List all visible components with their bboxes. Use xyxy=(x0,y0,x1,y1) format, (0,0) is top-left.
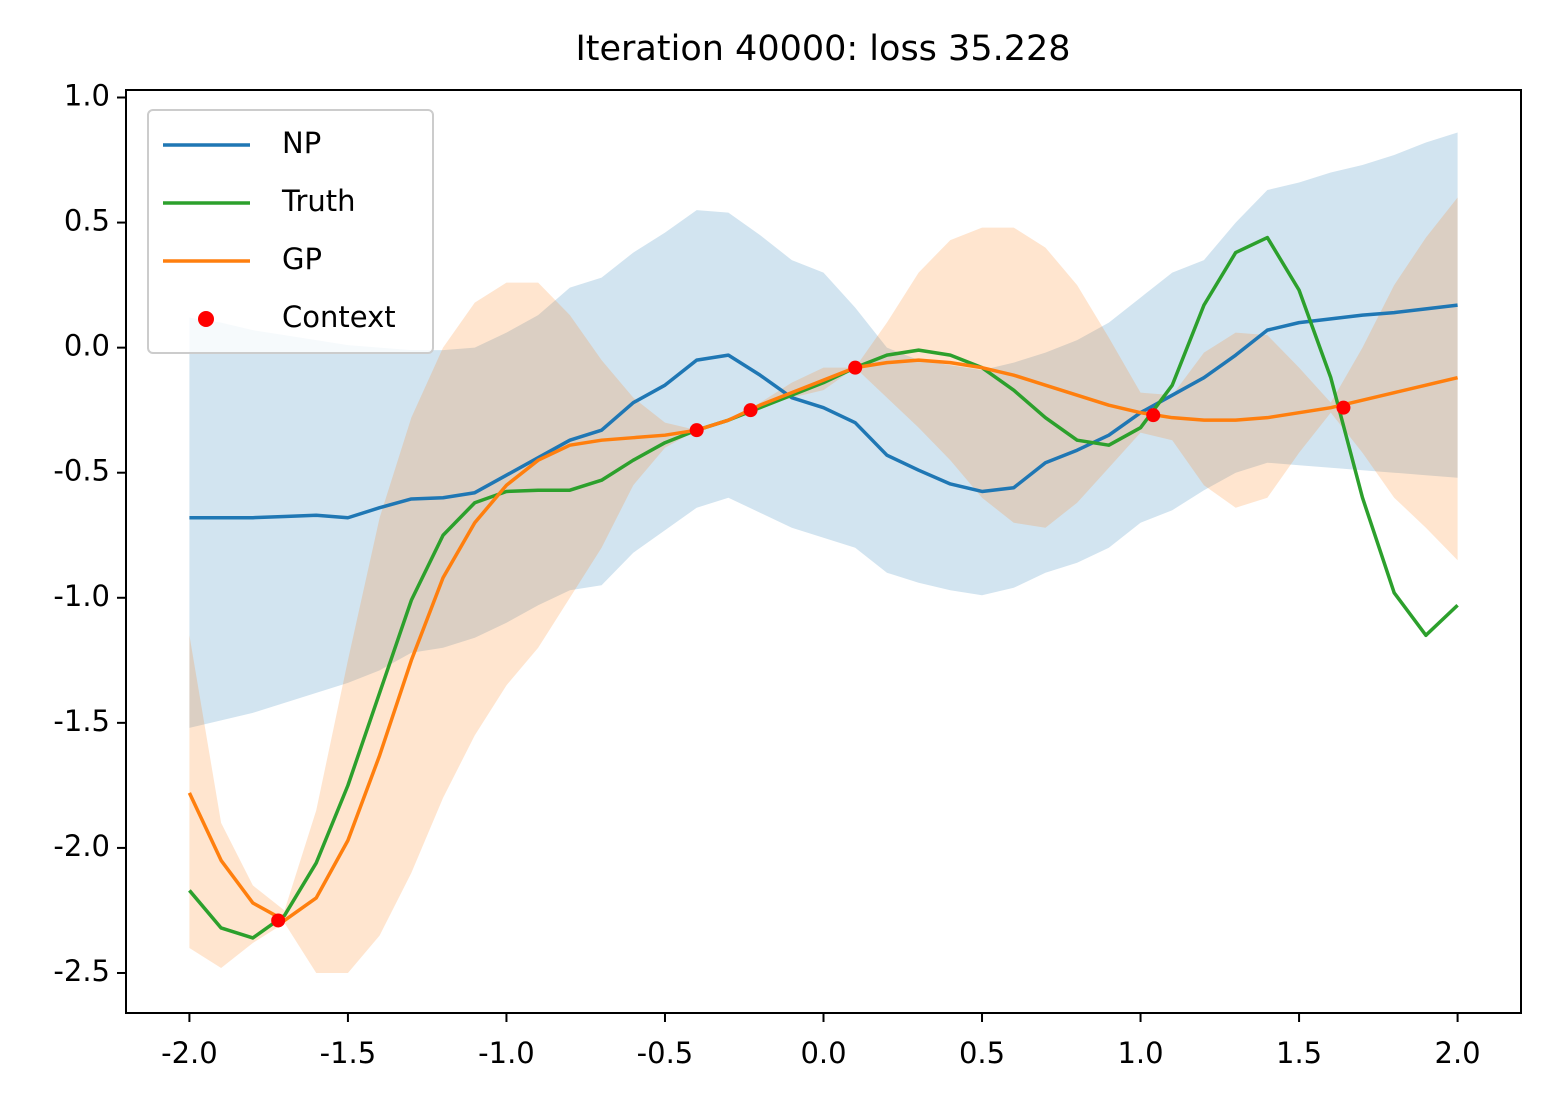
legend-swatch xyxy=(198,311,214,327)
context-point xyxy=(1336,400,1351,415)
series-line xyxy=(189,303,1458,520)
y-tick-label: 1.0 xyxy=(64,79,110,113)
legend-label: Context xyxy=(282,300,396,334)
y-tick-label: -1.0 xyxy=(53,579,110,613)
confidence-band xyxy=(189,197,1458,973)
context-point xyxy=(1146,408,1161,423)
series-line xyxy=(187,358,1458,923)
x-tick-label: 1.5 xyxy=(1276,1036,1322,1070)
legend-box xyxy=(147,109,434,354)
context-point xyxy=(743,403,758,418)
y-tick-label: -2.0 xyxy=(53,829,110,863)
legend-label: GP xyxy=(282,242,322,276)
x-tick-label: -2.0 xyxy=(161,1036,218,1070)
context-point xyxy=(848,360,863,375)
x-tick-label: 1.0 xyxy=(1117,1036,1163,1070)
y-tick-label: -1.5 xyxy=(53,704,110,738)
x-tick-label: 0.0 xyxy=(800,1036,846,1070)
legend-label: Truth xyxy=(281,184,356,218)
y-tick-label: 0.0 xyxy=(64,329,110,363)
chart-title: Iteration 40000: loss 35.228 xyxy=(575,29,1070,69)
y-tick-label: -0.5 xyxy=(53,454,110,488)
y-tick-label: -2.5 xyxy=(53,954,110,988)
y-tick-label: 0.5 xyxy=(64,204,110,238)
x-tick-label: -1.5 xyxy=(320,1036,377,1070)
plot-area xyxy=(187,132,1459,973)
series-line xyxy=(188,235,1459,940)
x-tick-label: 2.0 xyxy=(1435,1036,1481,1070)
legend-label: NP xyxy=(282,126,321,160)
x-tick-label: -1.0 xyxy=(478,1036,535,1070)
x-tick-label: 0.5 xyxy=(959,1036,1005,1070)
x-tick-label: -0.5 xyxy=(637,1036,694,1070)
context-point xyxy=(689,423,704,438)
context-point xyxy=(271,913,286,928)
confidence-band xyxy=(189,132,1458,728)
